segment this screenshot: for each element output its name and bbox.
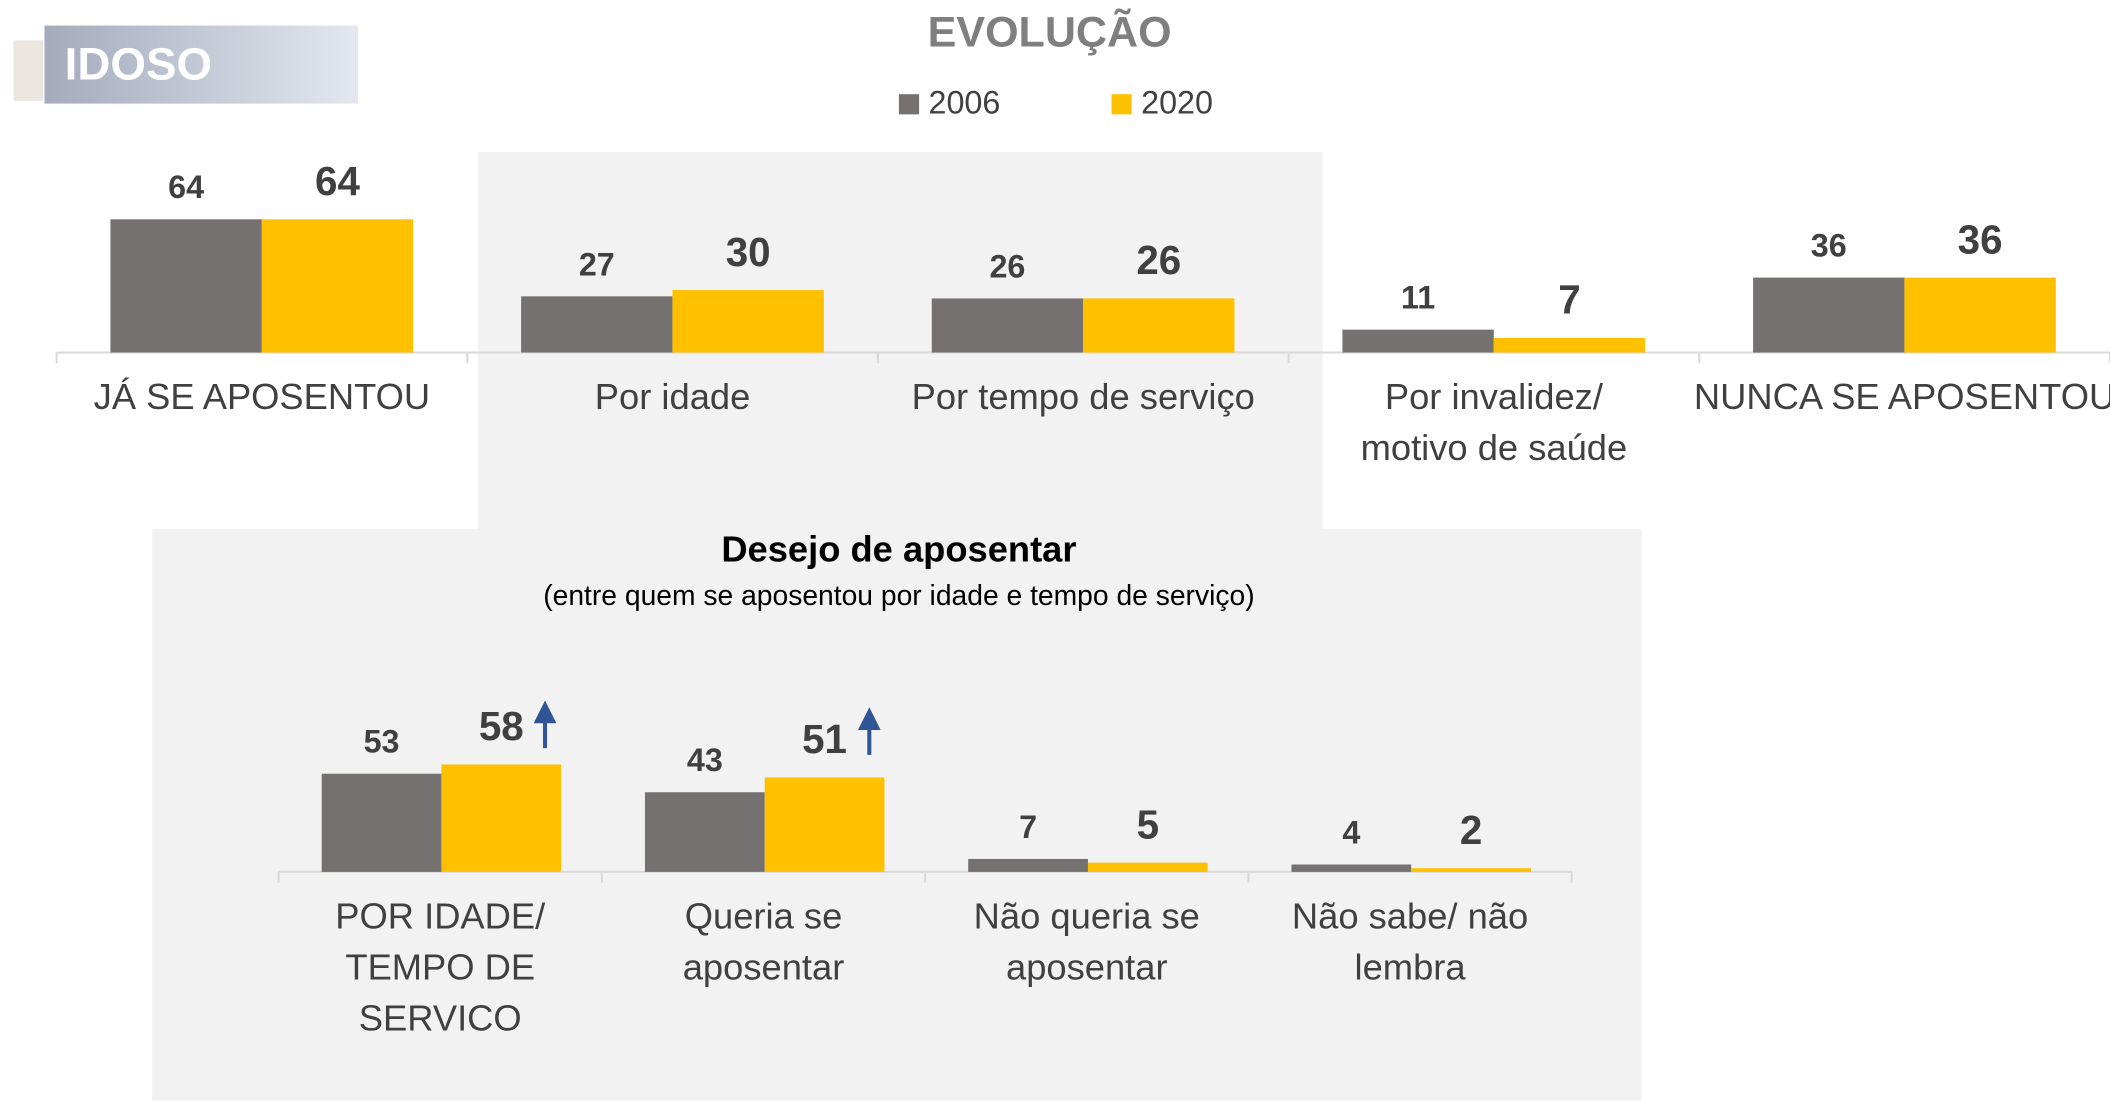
bar [261,219,414,353]
data-label: 51 [802,716,847,762]
x-tick-label: POR IDADE/ TEMPO DE SERVICO [335,896,546,1039]
category-slot: Não queria se aposentar [973,896,1200,988]
legend-label: 2020 [1141,84,1213,120]
category-slot: Por idade [594,376,751,418]
category-slot: Por tempo de serviço [911,376,1255,418]
data-label: 7 [1558,277,1580,323]
data-label: 36 [1811,228,1847,264]
data-label: 36 [1958,216,2003,262]
title: EVOLUÇÃO [928,8,1172,56]
bar [672,290,824,353]
bar [1753,277,1905,353]
data-label: 4 [1342,814,1360,850]
x-tick-label: Por idade [594,376,751,418]
x-tick-label: NUNCA SE APOSENTOU [1693,376,2110,418]
legend-swatch [898,94,920,115]
bar [321,773,442,872]
bar [1493,337,1646,353]
up-arrow [857,707,881,755]
legend-label: 2006 [929,84,1001,120]
data-label: 11 [1401,280,1435,316]
category-slot: Por invalidez/ motivo de saúde [1360,376,1628,469]
data-label: 64 [315,158,360,204]
bar [441,764,562,872]
badge [44,25,359,104]
category-slot: POR IDADE/ TEMPO DE SERVICO [335,896,546,1039]
data-label: 26 [1136,237,1181,283]
legend-swatch [1111,94,1132,115]
up-arrow [533,700,557,749]
bar [1411,868,1531,872]
x-tick-label: JÁ SE APOSENTOU [93,376,431,418]
category-slot: Queria se aposentar [682,896,845,988]
bar [764,777,885,872]
category-slot: NUNCA SE APOSENTOU [1693,376,2110,418]
badge-text: IDOSO [65,38,212,89]
data-label: 64 [168,169,204,205]
x-tick-label: Por invalidez/ motivo de saúde [1360,376,1628,469]
data-label: 58 [479,703,524,749]
data-label: 2 [1460,807,1482,853]
badge-edge [13,40,44,101]
data-label: 5 [1137,801,1159,847]
data-label: 26 [989,248,1025,284]
data-label: 43 [687,742,723,778]
bar [1083,298,1235,353]
bar [1087,862,1208,872]
bar [644,792,765,872]
bar [521,296,673,353]
data-label: 30 [726,229,771,275]
category-slot: Não sabe/ não lembra [1291,896,1529,988]
subchart-subtitle: (entre quem se aposentou por idade e tem… [543,579,1254,611]
category-slot: JÁ SE APOSENTOU [93,376,431,418]
data-label: 53 [364,724,400,760]
subchart-title: Desejo de aposentar [721,528,1076,569]
data-label: 27 [579,246,615,282]
bar [968,858,1088,872]
bar [931,298,1084,353]
x-tick-label: Por tempo de serviço [911,376,1255,418]
x-tick-label: Queria se aposentar [682,896,845,988]
x-tick-label: Não queria se aposentar [973,896,1200,988]
bar [1342,329,1494,353]
data-label: 7 [1019,809,1037,845]
bar [1291,864,1412,872]
x-tick-label: Não sabe/ não lembra [1291,896,1529,988]
bar [110,219,262,353]
bar [1904,277,2056,353]
